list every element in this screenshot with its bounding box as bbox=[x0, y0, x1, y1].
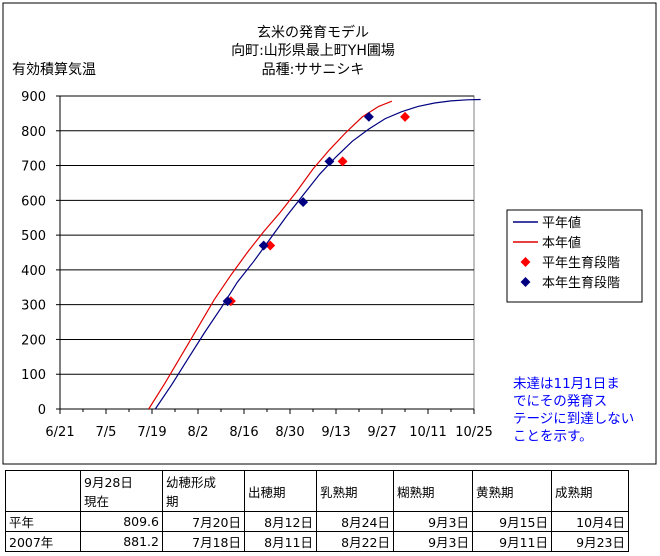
y-tick-label: 800 bbox=[21, 125, 46, 140]
x-tick-label: 6/21 bbox=[45, 425, 74, 440]
annotation-line: テージに到達しない bbox=[513, 411, 634, 427]
table-cell: 881.2 bbox=[80, 531, 163, 552]
series-line-1 bbox=[148, 100, 393, 410]
table-header-cell: 出穂期 bbox=[244, 470, 317, 512]
table-cell: 9月11日 bbox=[472, 531, 552, 552]
chart-title-line-3: 品種:ササニシキ bbox=[262, 62, 365, 78]
table-row: 2007年 881.2 7月18日 8月11日 8月22日 9月3日 9月11日 9月23日 bbox=[5, 531, 629, 552]
table-cell: 809.6 bbox=[80, 511, 163, 532]
table-cell: 7月18日 bbox=[162, 531, 245, 552]
legend-marker-swatch bbox=[520, 257, 531, 267]
annotation-line: 未達は11月1日ま bbox=[513, 376, 620, 392]
table-header-cell: 幼穂形成 期 bbox=[162, 470, 245, 512]
x-tick-label: 10/11 bbox=[409, 425, 446, 440]
table-cell: 平年 bbox=[5, 511, 81, 532]
x-tick-label: 10/25 bbox=[455, 425, 492, 440]
table-header-cell: 成熟期 bbox=[551, 470, 629, 512]
y-tick-label: 500 bbox=[21, 229, 46, 244]
x-tick-label: 8/2 bbox=[188, 425, 209, 440]
y-tick-label: 400 bbox=[21, 264, 46, 279]
legend-entry-label: 平年値 bbox=[542, 215, 581, 231]
legend-entry-label: 本年値 bbox=[542, 235, 581, 251]
stage-marker bbox=[324, 156, 335, 167]
chart: 玄米の発育モデル 向町:山形県最上町YH圃場 品種:ササニシキ 有効積算気温 0… bbox=[2, 2, 657, 465]
chart-title-line-1: 玄米の発育モデル bbox=[257, 24, 369, 41]
table-cell: 8月11日 bbox=[244, 531, 317, 552]
table-cell: 9月15日 bbox=[472, 511, 552, 532]
table-cell: 7月20日 bbox=[162, 511, 245, 532]
table-cell: 8月22日 bbox=[316, 531, 394, 552]
legend-entry-label: 本年生育段階 bbox=[542, 275, 620, 291]
table-cell: 9月3日 bbox=[393, 511, 473, 532]
table-cell: 9月23日 bbox=[551, 531, 629, 552]
table-header-cell: 乳熟期 bbox=[316, 470, 394, 512]
y-tick-label: 300 bbox=[21, 299, 46, 314]
stage-table: 9月28日 現在 幼穂形成 期出穂期 乳熟期 糊熟期 黄熟期 成熟期 平年 809.6 7月20… bbox=[5, 470, 629, 552]
y-tick-label: 900 bbox=[21, 90, 46, 105]
legend-entry-label: 平年生育段階 bbox=[542, 255, 620, 271]
table-cell: 8月24日 bbox=[316, 511, 394, 532]
table-cell: 9月3日 bbox=[393, 531, 473, 552]
x-tick-label: 9/13 bbox=[321, 425, 350, 440]
stage-marker bbox=[363, 111, 374, 122]
legend-box bbox=[506, 209, 643, 303]
y-tick-label: 100 bbox=[21, 368, 46, 383]
y-tick-label: 700 bbox=[21, 160, 46, 175]
y-tick-label: 600 bbox=[21, 194, 46, 209]
table-header-cell: 黄熟期 bbox=[472, 470, 552, 512]
chart-title-line-2: 向町:山形県最上町YH圃場 bbox=[231, 43, 395, 59]
stage-marker bbox=[400, 111, 410, 122]
table-cell: 2007年 bbox=[5, 531, 81, 552]
y-tick-label: 200 bbox=[21, 333, 46, 348]
x-tick-label: 8/16 bbox=[229, 425, 258, 440]
table-header-cell bbox=[5, 470, 81, 512]
table-row: 平年 809.6 7月20日 8月12日 8月24日 9月3日 9月15日 10月4日 bbox=[5, 511, 629, 532]
annotation-line: ことを示す。 bbox=[513, 429, 593, 445]
table-cell: 10月4日 bbox=[551, 511, 629, 532]
table-header-cell: 糊熟期 bbox=[393, 470, 473, 512]
x-tick-label: 8/30 bbox=[275, 425, 304, 440]
x-tick-label: 9/27 bbox=[367, 425, 396, 440]
y-axis-label: 有効積算気温 bbox=[12, 62, 96, 78]
x-tick-label: 7/19 bbox=[137, 425, 166, 440]
stage-marker bbox=[265, 240, 276, 251]
table-header-row: 9月28日 現在 幼穂形成 期出穂期 乳熟期 糊熟期 黄熟期 成熟期 bbox=[5, 470, 629, 512]
series-line-0 bbox=[154, 98, 481, 410]
stage-marker bbox=[222, 296, 233, 307]
plot-area bbox=[59, 95, 475, 410]
annotation-line: でにその発育ス bbox=[513, 394, 607, 410]
legend-marker-swatch bbox=[520, 277, 531, 287]
x-tick-label: 7/5 bbox=[96, 425, 117, 440]
table-header-cell: 9月28日 現在 bbox=[80, 470, 163, 512]
stage-marker bbox=[298, 197, 309, 208]
y-tick-label: 0 bbox=[38, 403, 46, 418]
table-cell: 8月12日 bbox=[244, 511, 317, 532]
